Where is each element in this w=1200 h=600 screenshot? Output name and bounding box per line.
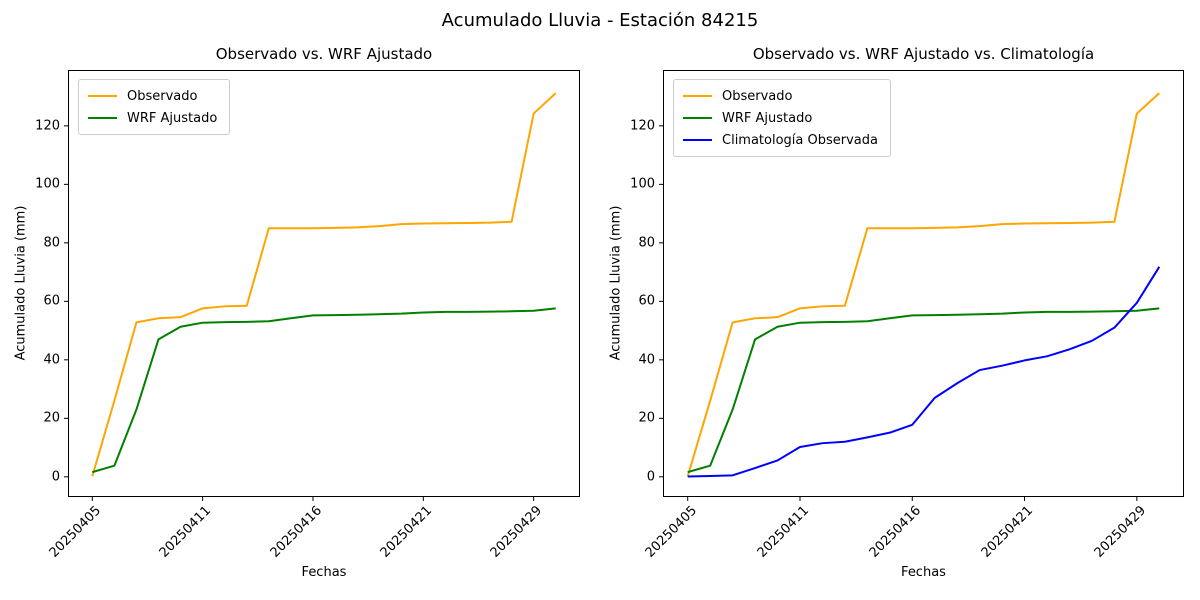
series-line-observado — [91, 92, 557, 477]
right-plot-svg — [659, 70, 1184, 501]
y-tick-label: 20 — [638, 410, 655, 426]
x-tick-label: 20250421 — [377, 503, 436, 561]
y-tick-label: 0 — [51, 469, 60, 485]
x-tick-label: 20250421 — [979, 503, 1037, 561]
left-plot-area: Observado WRF Ajustado 20250405 20250411 20… — [35, 70, 580, 561]
axes-frame — [68, 70, 580, 497]
y-tick-label: 20 — [43, 410, 60, 426]
y-tick-label: 80 — [638, 235, 655, 251]
y-tick-label: 40 — [638, 352, 655, 368]
legend-line-swatch — [683, 138, 712, 142]
y-tick-label: 40 — [43, 352, 60, 368]
x-tick-label: 20250411 — [157, 503, 215, 561]
legend-line-swatch — [683, 94, 712, 98]
legend-line-swatch — [683, 116, 712, 120]
series-line-wrf-ajustado — [91, 307, 556, 474]
right-x-axis-label: Fechas — [901, 565, 946, 580]
x-tick-label: 20250429 — [1091, 503, 1149, 561]
x-tick-label: 20250429 — [488, 503, 546, 561]
right-y-axis-label: Acumulado Lluvia (mm) — [608, 205, 624, 361]
legend-line-swatch — [88, 116, 117, 120]
y-tick-label: 120 — [630, 118, 655, 134]
y-tick-label: 60 — [43, 293, 60, 309]
legend-label: Climatología Observada — [722, 132, 878, 148]
legend-label: Observado — [722, 88, 793, 104]
x-tick-label: 20250405 — [46, 503, 105, 561]
right-legend: Observado WRF Ajustado Climatología Observ… — [673, 79, 891, 157]
legend-label: WRF Ajustado — [127, 110, 218, 126]
right-plot-area: Observado WRF Ajustado Climatología Observ… — [630, 70, 1184, 561]
left-subplot-title: Observado vs. WRF Ajustado — [215, 45, 433, 63]
legend-item: Observado — [88, 85, 217, 107]
legend-item: WRF Ajustado — [683, 107, 878, 129]
series-line-observado — [686, 92, 1160, 477]
left-y-axis-label: Acumulado Lluvia (mm) — [13, 205, 29, 361]
x-tick-label: 20250416 — [267, 503, 325, 561]
y-tick-label: 0 — [646, 469, 655, 485]
series-line-climatologia-observada — [687, 266, 1161, 478]
series-line-wrf-ajustado — [687, 307, 1160, 474]
x-tick-label: 20250416 — [866, 503, 925, 561]
legend-label: Observado — [127, 88, 198, 104]
y-tick-label: 100 — [35, 176, 60, 192]
axes-frame — [663, 70, 1184, 497]
legend-label: WRF Ajustado — [722, 110, 813, 126]
y-tick-label: 120 — [35, 118, 60, 134]
left-legend: Observado WRF Ajustado — [78, 79, 231, 135]
legend-line-swatch — [88, 94, 117, 98]
legend-item: WRF Ajustado — [88, 107, 217, 129]
y-tick-label: 80 — [43, 235, 60, 251]
x-tick-label: 20250411 — [754, 503, 812, 561]
y-tick-label: 60 — [638, 293, 655, 309]
figure-title: Acumulado Lluvia - Estación 84215 — [441, 10, 759, 31]
legend-item: Climatología Observada — [683, 129, 878, 151]
legend-item: Observado — [683, 85, 878, 107]
left-plot-svg — [64, 70, 580, 501]
y-tick-label: 100 — [630, 176, 655, 192]
left-x-axis-label: Fechas — [301, 565, 347, 580]
right-subplot-title: Observado vs. WRF Ajustado vs. Climatolo… — [752, 45, 1095, 63]
x-tick-label: 20250405 — [642, 503, 700, 561]
